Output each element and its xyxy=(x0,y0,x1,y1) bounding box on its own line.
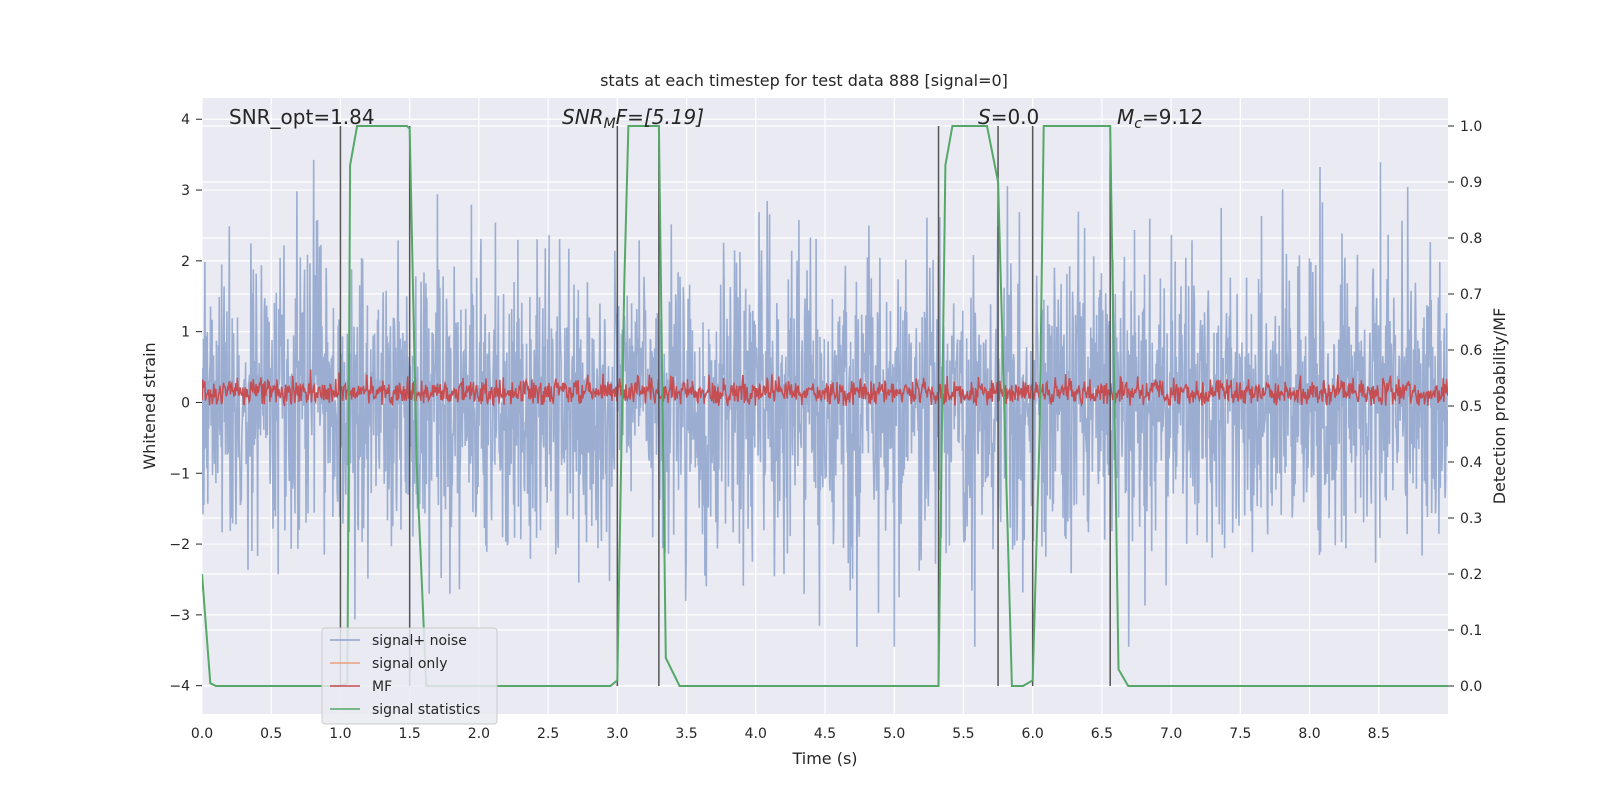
annotation-s-main: S xyxy=(978,105,991,129)
x-tick-label: 0.0 xyxy=(191,726,213,742)
x-tick-label: 7.0 xyxy=(1160,726,1182,742)
y2-axis-label: Detection probability/MF xyxy=(1490,308,1509,505)
annotation-snr-mf: SNRMF=[5.19] xyxy=(562,105,704,132)
y2-tick-label: 0.7 xyxy=(1460,287,1482,303)
y-tick-label: 4 xyxy=(181,112,190,128)
legend-box xyxy=(321,627,498,725)
x-tick-label: 2.0 xyxy=(468,726,490,742)
y2-tick-label: 0.9 xyxy=(1460,175,1482,191)
legend-label-mf: MF xyxy=(372,679,392,695)
x-axis-label: Time (s) xyxy=(791,749,857,768)
y2-tick-label: 1.0 xyxy=(1460,119,1482,135)
y2-tick-label: 0.5 xyxy=(1460,399,1482,415)
chart-title: stats at each timestep for test data 888… xyxy=(600,71,1008,90)
annotation-s: S=0.0 xyxy=(978,105,1039,129)
annotation-snr-mf-sub: M xyxy=(604,116,616,132)
annotation-mc-main: M xyxy=(1117,105,1134,129)
legend: signal+ noise signal only MF signal stat… xyxy=(321,627,498,725)
annotation-mc-sub: c xyxy=(1134,116,1142,132)
x-tick-label: 0.5 xyxy=(260,726,282,742)
y-tick-label: −4 xyxy=(169,679,190,695)
x-tick-label: 7.5 xyxy=(1229,726,1251,742)
x-tick-label: 4.0 xyxy=(745,726,767,742)
y2-tick-label: 0.8 xyxy=(1460,231,1482,247)
series-signal-statistics xyxy=(202,125,1448,687)
y-tick-label: 1 xyxy=(181,325,190,341)
x-tick-label: 6.0 xyxy=(1022,726,1044,742)
x-tick-label: 2.5 xyxy=(537,726,559,742)
y-axis-label: Whitened strain xyxy=(140,342,159,469)
legend-label-signal-only: signal only xyxy=(372,656,447,672)
x-tick-label: 3.0 xyxy=(606,726,628,742)
y2-axis-ticks: 0.0 0.1 0.2 0.3 0.4 0.5 0.6 0.7 0.8 0.9 1.0 xyxy=(1448,119,1482,695)
y-tick-label: −2 xyxy=(169,537,190,553)
y-axis-ticks: −4 −3 −2 −1 0 1 2 3 4 xyxy=(169,112,202,695)
annotation-mc-rest: =9.12 xyxy=(1142,105,1203,129)
x-tick-label: 8.0 xyxy=(1298,726,1320,742)
legend-label-signal-noise: signal+ noise xyxy=(372,633,467,649)
y-tick-label: 0 xyxy=(181,395,190,411)
y2-tick-label: 0.4 xyxy=(1460,455,1482,471)
x-tick-label: 3.5 xyxy=(675,726,697,742)
x-tick-label: 8.5 xyxy=(1368,726,1390,742)
annotation-snr-mf-rest: F=[5.19] xyxy=(616,105,704,129)
x-tick-label: 5.5 xyxy=(952,726,974,742)
vertical-markers xyxy=(339,126,1111,686)
annotation-snr-opt: SNR_opt=1.84 xyxy=(229,105,375,129)
annotation-mc: Mc=9.12 xyxy=(1117,105,1203,132)
x-tick-label: 6.5 xyxy=(1091,726,1113,742)
y2-tick-label: 0.2 xyxy=(1460,567,1482,583)
y-tick-label: 2 xyxy=(181,254,190,270)
y2-tick-label: 0.3 xyxy=(1460,511,1482,527)
x-axis-ticks: 0.0 0.5 1.0 1.5 2.0 2.5 3.0 3.5 4.0 4.5 5.0 5.5 6.0 6… xyxy=(191,726,1390,742)
y-tick-label: −1 xyxy=(169,466,190,482)
legend-label-signal-statistics: signal statistics xyxy=(372,702,480,718)
annotation-s-rest: =0.0 xyxy=(991,105,1040,129)
x-tick-label: 5.0 xyxy=(883,726,905,742)
y2-tick-label: 0.6 xyxy=(1460,343,1482,359)
x-tick-label: 1.0 xyxy=(329,726,351,742)
x-tick-label: 1.5 xyxy=(399,726,421,742)
y2-tick-label: 0.1 xyxy=(1460,623,1482,639)
y-tick-label: 3 xyxy=(181,183,190,199)
y-tick-label: −3 xyxy=(169,608,190,624)
annotation-snr-mf-main: SNR xyxy=(562,105,604,129)
x-tick-label: 4.5 xyxy=(814,726,836,742)
y2-tick-label: 0.0 xyxy=(1460,679,1482,695)
